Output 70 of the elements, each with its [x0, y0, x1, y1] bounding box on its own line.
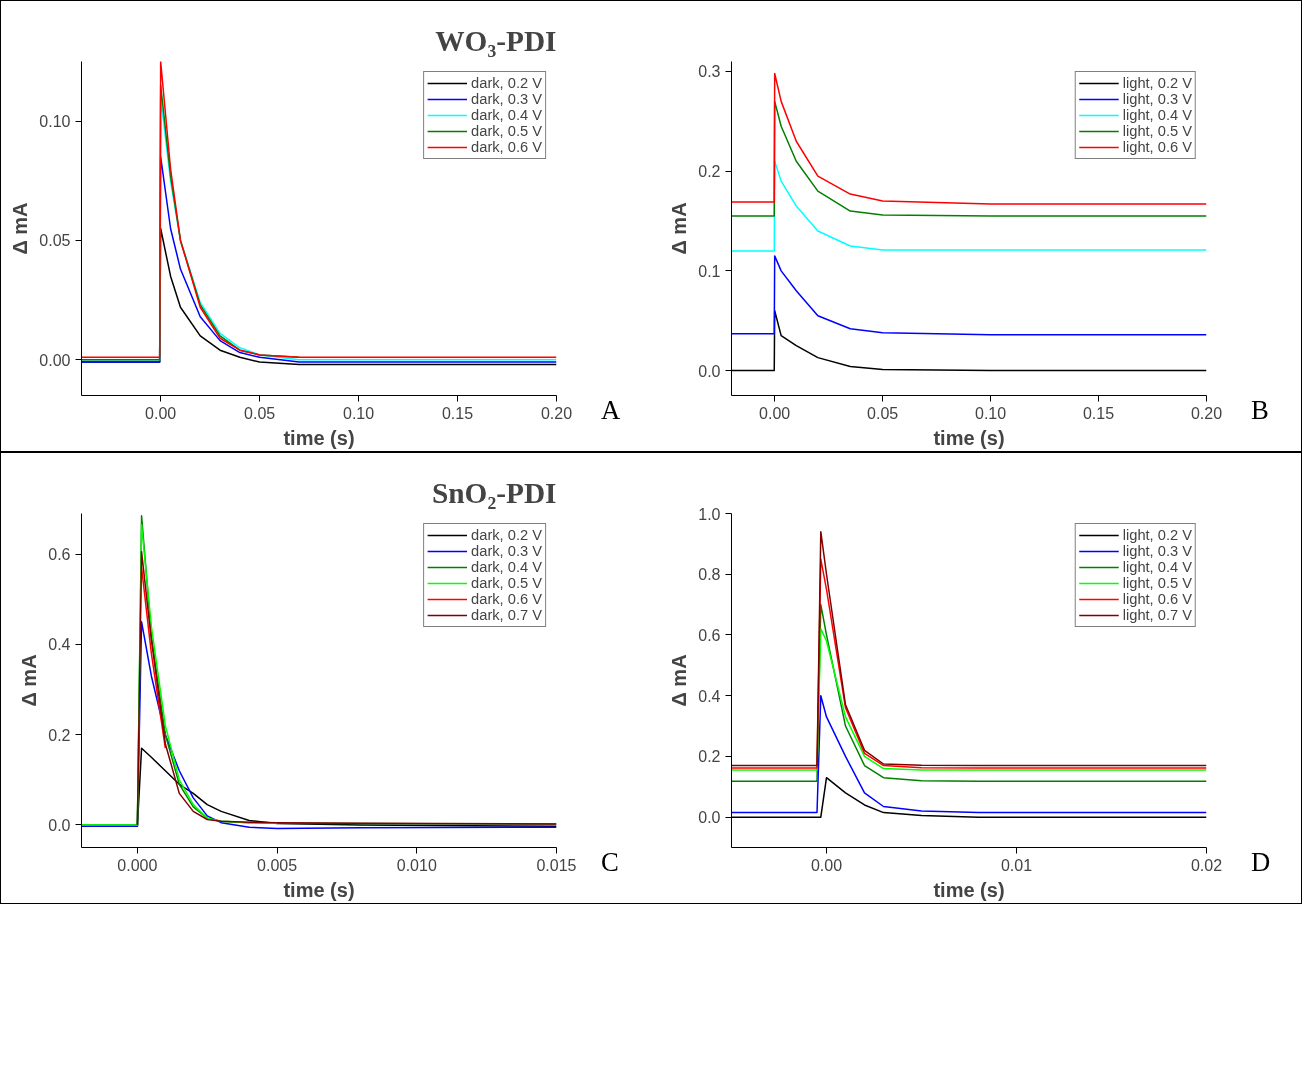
y-tick-label: 0.4: [698, 687, 721, 705]
legend-label: light, 0.5 V: [1122, 123, 1192, 139]
y-tick-label: 0.10: [39, 113, 71, 131]
x-axis-title: time (s): [933, 878, 1005, 901]
y-tick-label: 0.2: [698, 748, 721, 766]
x-tick-label: 0.05: [867, 404, 899, 422]
y-tick-label: 0.0: [698, 809, 721, 827]
y-tick-label: 0.3: [698, 63, 721, 81]
legend-label: light, 0.6 V: [1122, 591, 1192, 607]
legend-label: light, 0.4 V: [1122, 559, 1192, 575]
y-axis-title: Δ mA: [9, 202, 32, 255]
x-tick-label: 0.010: [396, 856, 437, 874]
x-tick-label: 0.15: [1082, 404, 1115, 422]
legend-label: dark, 0.3 V: [471, 543, 542, 559]
legend-label: dark, 0.2 V: [471, 527, 542, 543]
x-tick-label: 0.20: [1190, 404, 1223, 422]
x-tick-label: 0.10: [343, 404, 375, 422]
legend-label: light, 0.4 V: [1122, 107, 1192, 123]
y-axis-title: Δ mA: [18, 654, 41, 707]
x-tick-label: 0.005: [257, 856, 298, 874]
x-axis-title: time (s): [283, 426, 355, 449]
y-tick-label: 0.00: [39, 351, 71, 369]
legend-label: light, 0.5 V: [1122, 575, 1192, 591]
y-tick-label: 0.05: [39, 232, 71, 250]
legend-label: light, 0.2 V: [1122, 75, 1192, 91]
text: B: [1251, 394, 1269, 427]
x-tick-label: 0.00: [810, 856, 843, 874]
legend-label: dark, 0.2 V: [471, 75, 542, 91]
text: A: [601, 394, 621, 427]
legend-label: dark, 0.6 V: [471, 591, 542, 607]
y-axis-title: Δ mA: [668, 654, 691, 707]
x-tick-label: 0.000: [117, 856, 158, 874]
x-tick-label: 0.00: [145, 404, 177, 422]
y-tick-label: 0.4: [48, 636, 71, 654]
y-tick-label: 0.6: [48, 546, 71, 564]
y-tick-label: 0.1: [698, 262, 721, 280]
x-tick-label: 0.20: [540, 404, 573, 422]
legend-label: dark, 0.7 V: [471, 607, 542, 623]
y-tick-label: 0.6: [698, 626, 721, 644]
legend-label: dark, 0.5 V: [471, 123, 542, 139]
y-axis-title: Δ mA: [668, 202, 691, 255]
y-tick-label: 1.0: [698, 505, 721, 523]
y-tick-label: 0.0: [698, 362, 721, 380]
y-tick-label: 0.8: [698, 566, 721, 584]
legend-label: dark, 0.6 V: [471, 139, 542, 155]
y-tick-label: 0.2: [698, 163, 721, 181]
legend-label: light, 0.2 V: [1122, 527, 1192, 543]
x-tick-label: 0.02: [1190, 856, 1223, 874]
x-tick-label: 0.00: [759, 404, 791, 422]
text: D: [1251, 846, 1271, 879]
y-tick-label: 0.2: [48, 726, 71, 744]
chart-title: SnO₂-PDI: [432, 476, 557, 509]
chart-title: WO₃-PDI: [435, 24, 557, 57]
legend-label: light, 0.7 V: [1122, 607, 1192, 623]
legend-label: light, 0.3 V: [1122, 543, 1192, 559]
x-tick-label: 0.05: [244, 404, 276, 422]
legend-label: dark, 0.5 V: [471, 575, 542, 591]
x-tick-label: 0.15: [441, 404, 474, 422]
legend-label: dark, 0.4 V: [471, 107, 542, 123]
x-tick-label: 0.015: [536, 856, 577, 874]
text: C: [601, 846, 619, 879]
legend-label: dark, 0.4 V: [471, 559, 542, 575]
legend-label: dark, 0.3 V: [471, 91, 542, 107]
x-axis-title: time (s): [933, 426, 1005, 449]
x-tick-label: 0.01: [1000, 856, 1033, 874]
x-tick-label: 0.10: [975, 404, 1007, 422]
y-tick-label: 0.0: [48, 816, 71, 834]
x-axis-title: time (s): [283, 878, 355, 901]
legend-label: light, 0.6 V: [1122, 139, 1192, 155]
legend-label: light, 0.3 V: [1122, 91, 1192, 107]
